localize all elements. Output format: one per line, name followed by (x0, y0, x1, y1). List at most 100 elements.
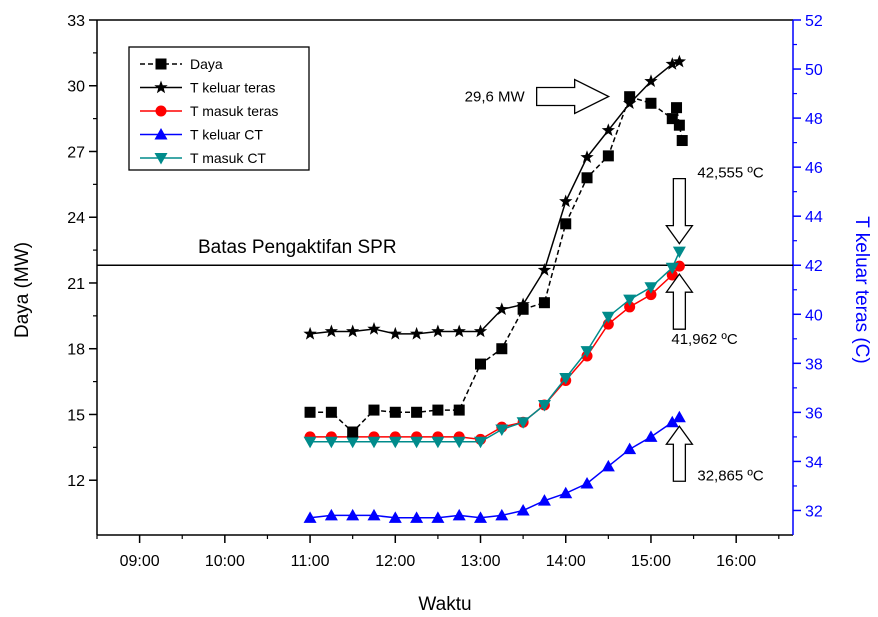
annotation-41-962: 41,962 ºC (671, 331, 738, 348)
data-point-daya (560, 218, 572, 230)
series-daya (304, 91, 688, 438)
data-point-t-masuk-ct (452, 436, 466, 449)
data-point-t-keluar-ct (623, 442, 637, 455)
data-point-t-masuk-ct (410, 436, 424, 449)
data-point-t-keluar-ct (495, 508, 509, 521)
data-point-t-masuk-ct (559, 373, 573, 385)
legend-label-t-masuk-teras: T masuk teras (190, 103, 278, 119)
data-point-t-keluar-ct (644, 430, 658, 442)
y-right-tick-label: 38 (805, 356, 823, 373)
data-point-daya (389, 406, 401, 418)
legend-label-t-keluar-teras: T keluar teras (190, 80, 275, 96)
plot-frame: 12 15 18 21 24 27 30 33 32 34 36 38 40 42 44 46 48 50 52 09… (12, 13, 872, 615)
y-right-tick-label: 32 (805, 503, 823, 520)
data-point-t-masuk-ct (537, 400, 551, 412)
x-tick-label: 13:00 (460, 553, 500, 570)
data-point-daya (666, 113, 678, 125)
data-point-t-masuk-ct (324, 436, 338, 449)
data-point-t-keluar-teras (580, 150, 594, 163)
data-point-daya (475, 358, 487, 370)
data-point-t-keluar-teras (623, 96, 637, 109)
y-right-tick-label: 44 (805, 209, 823, 226)
series-t-masuk-ct (303, 246, 686, 449)
data-point-t-masuk-ct (665, 262, 679, 275)
data-point-t-keluar-teras (367, 322, 381, 335)
series-t-masuk-teras (304, 260, 685, 445)
data-point-t-keluar-ct (672, 410, 686, 423)
data-point-daya (538, 297, 550, 309)
data-point-t-keluar-ct (537, 494, 551, 506)
data-point-daya (581, 172, 593, 184)
data-point-t-keluar-ct (303, 511, 317, 523)
y-right-tick-label: 40 (805, 307, 823, 324)
data-point-t-keluar-ct (346, 508, 360, 521)
data-point-t-keluar-ct (324, 508, 338, 521)
legend-label-daya: Daya (190, 56, 223, 72)
data-point-t-keluar-teras (431, 324, 445, 338)
y-right-tick-label: 46 (805, 160, 823, 177)
y-left-tick-label: 33 (67, 13, 85, 30)
data-point-t-keluar-teras (516, 297, 530, 311)
annotation-42-555: 42,555 ºC (697, 165, 764, 182)
data-point-daya (304, 406, 316, 418)
data-point-t-masuk-ct (495, 424, 509, 437)
data-point-daya (432, 404, 444, 416)
data-point-t-keluar-ct (410, 511, 424, 523)
data-point-daya (453, 404, 465, 416)
annotation-arrow-32-865 (665, 425, 694, 482)
series-t-keluar-ct (303, 410, 686, 523)
x-tick-label: 12:00 (375, 553, 415, 570)
legend-marker-t-masuk-teras (155, 105, 167, 117)
series-line-t-keluar-ct (310, 416, 680, 519)
data-point-t-masuk-ct (303, 436, 317, 449)
data-point-t-masuk-ct (601, 311, 615, 324)
y-axis-right-title: T keluar teras (C) (851, 216, 872, 363)
legend-label-t-keluar-ct: T keluar CT (190, 127, 263, 143)
y-left-tick-label: 30 (67, 79, 85, 96)
x-tick-label: 11:00 (291, 553, 330, 570)
legend-label-t-masuk-ct: T masuk CT (190, 150, 266, 166)
data-point-t-keluar-ct (601, 459, 615, 472)
annotation-arrow-41-962 (665, 273, 694, 330)
data-point-t-masuk-ct (431, 436, 445, 449)
data-point-t-keluar-teras (559, 194, 573, 208)
x-tick-label: 09:00 (120, 553, 160, 570)
annotation-32-865: 32,865 ºC (697, 467, 764, 484)
data-point-t-keluar-teras (452, 324, 466, 338)
y-right-tick-label: 50 (805, 62, 823, 79)
data-point-t-keluar-teras (303, 326, 317, 340)
data-point-t-keluar-ct (559, 486, 573, 499)
data-point-daya (325, 406, 337, 418)
x-tick-label: 16:00 (716, 553, 756, 570)
legend: Daya T keluar teras T masuk teras T keluar … (128, 46, 310, 171)
y-left-tick-label: 21 (67, 276, 85, 293)
data-point-t-keluar-ct (665, 415, 679, 428)
data-point-t-masuk-ct (623, 294, 637, 307)
data-point-t-keluar-ct (452, 508, 466, 521)
data-point-t-keluar-teras (672, 54, 686, 68)
series-line-daya (310, 95, 683, 434)
series-line-t-masuk-ct (310, 251, 681, 443)
data-point-daya (347, 426, 359, 438)
reference-line-label: Batas Pengaktifan SPR (198, 237, 397, 258)
reference-line-group: Batas Pengaktifan SPR (97, 237, 793, 266)
data-point-t-masuk-ct (346, 436, 360, 449)
data-point-daya (676, 135, 688, 147)
y-left-tick-label: 24 (67, 210, 85, 227)
annotation-arrow-42-555 (665, 177, 694, 245)
data-point-t-keluar-teras (388, 326, 402, 340)
data-point-t-keluar-teras (346, 324, 360, 338)
data-point-daya (517, 303, 529, 315)
data-point-t-masuk-ct (672, 246, 686, 259)
series-line-t-masuk-teras (310, 265, 680, 441)
data-point-t-keluar-ct (516, 503, 530, 516)
y-right-tick-label: 36 (805, 405, 823, 422)
data-point-t-masuk-ct (388, 436, 402, 449)
data-point-t-keluar-teras (665, 57, 679, 70)
data-point-t-keluar-ct (474, 511, 488, 523)
x-tick-label: 14:00 (546, 553, 586, 570)
data-point-t-keluar-ct (431, 511, 445, 523)
data-point-daya (496, 343, 508, 355)
x-tick-label: 10:00 (205, 553, 245, 570)
